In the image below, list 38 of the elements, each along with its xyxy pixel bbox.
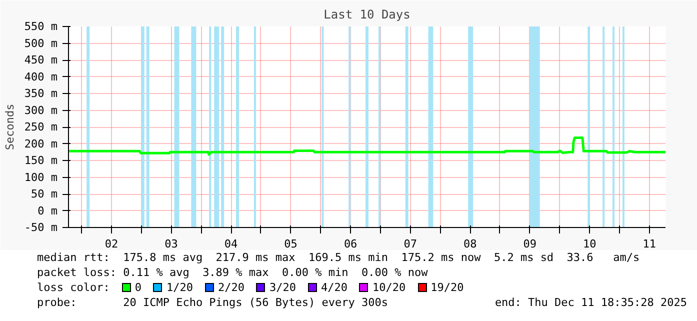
- chart-title: Last 10 Days: [324, 8, 410, 22]
- x-tick-label: 08: [463, 238, 477, 250]
- y-tick-label: 400 m: [24, 70, 58, 84]
- x-tick-label: 02: [104, 238, 118, 250]
- y-tick-label: 350 m: [24, 87, 58, 100]
- x-tick-label: 03: [164, 238, 178, 250]
- x-tick-label: 07: [404, 238, 417, 250]
- y-tick-label: 0 m: [38, 204, 58, 218]
- y-tick-label: 50 m: [31, 188, 58, 200]
- x-tick-label: 10: [582, 238, 596, 250]
- y-tick-label: 500 m: [24, 36, 58, 50]
- legend-label: 2/20: [218, 281, 244, 294]
- legend-label: 10/20: [372, 281, 406, 294]
- x-tick-label: 11: [642, 238, 656, 250]
- y-axis-title: Seconds: [3, 104, 16, 150]
- line-series: [68, 136, 666, 156]
- legend-label: 4/20: [320, 281, 348, 294]
- text: end: Thu Dec 11 18:35:28 2025: [494, 295, 687, 310]
- y-tick-label: 100 m: [24, 170, 58, 184]
- y-tick-label: 200 m: [24, 137, 58, 150]
- y-tick-label: 150 m: [24, 154, 58, 167]
- y-tick-label: 300 m: [24, 104, 58, 117]
- legend-title: loss color:: [37, 281, 110, 294]
- y-tick-label: 450 m: [24, 54, 58, 66]
- text: median rtt: 175.8 ms avg 217.9 ms max 169.5 ms min 175.2 ms now 5.2 ms sd 33.6 am/s: [37, 250, 641, 265]
- x-tick-label: 09: [523, 238, 536, 250]
- x-tick-label: 04: [224, 238, 238, 250]
- text: packet loss: 0.11 % avg 3.89 % max 0.00 % min 0.00 % now: [37, 265, 429, 280]
- y-tick-label: -50 m: [24, 221, 58, 234]
- x-tick-label: 05: [284, 238, 298, 250]
- legend-label: 0: [134, 281, 142, 294]
- y-tick-label: 250 m: [24, 120, 58, 134]
- legend-label: 19/20: [430, 281, 464, 294]
- text: probe: 20 ICMP Echo Pings (56 Bytes) every 300s: [37, 295, 388, 310]
- y-tick-label: 550 m: [24, 20, 58, 33]
- x-tick-label: 06: [344, 238, 358, 250]
- legend-label: 1/20: [166, 281, 193, 294]
- legend-label: 3/20: [269, 281, 296, 294]
